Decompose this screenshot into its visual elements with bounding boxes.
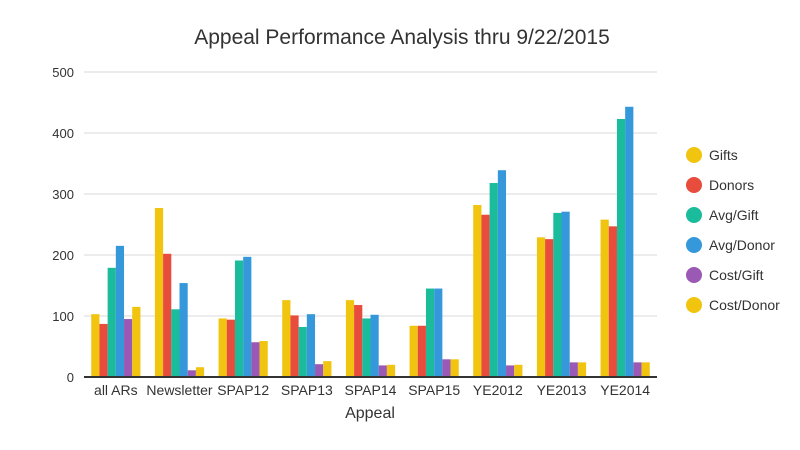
x-tick-label: YE2014 [600, 382, 650, 398]
bar[interactable] [226, 319, 235, 377]
legend-swatch-icon [686, 237, 702, 253]
bar[interactable] [259, 341, 268, 377]
bar[interactable] [323, 361, 332, 377]
legend-label: Cost/Donor [709, 297, 780, 313]
y-tick-label: 400 [52, 126, 74, 141]
x-tick-label: SPAP15 [408, 382, 460, 398]
legend-label: Cost/Gift [709, 267, 764, 283]
bar[interactable] [282, 300, 291, 377]
legend-item[interactable]: Avg/Gift [686, 200, 780, 230]
bar[interactable] [154, 208, 164, 377]
legend-swatch-icon [686, 267, 702, 283]
chart-title-text: Appeal Performance Analysis thru 9/22/20… [194, 26, 610, 49]
bar[interactable] [315, 364, 324, 377]
legend-item[interactable]: Donors [686, 170, 780, 200]
bar[interactable] [506, 365, 515, 377]
bar[interactable] [195, 367, 205, 377]
x-tick-label: SPAP12 [217, 382, 269, 398]
legend-item[interactable]: Avg/Donor [686, 230, 780, 260]
bar[interactable] [378, 365, 387, 377]
bar[interactable] [386, 364, 396, 377]
legend-label: Avg/Gift [709, 207, 759, 223]
legend-item[interactable]: Cost/Gift [686, 260, 780, 290]
y-tick-label: 300 [52, 187, 74, 202]
bar[interactable] [409, 325, 418, 377]
legend-item[interactable]: Gifts [686, 140, 780, 170]
bar[interactable] [306, 314, 316, 377]
y-tick-label: 0 [67, 370, 74, 385]
bar[interactable] [171, 309, 180, 377]
bar[interactable] [417, 325, 426, 377]
bar[interactable] [514, 364, 523, 377]
bar[interactable] [115, 245, 125, 377]
x-tick-label: SPAP14 [345, 382, 397, 398]
bar[interactable] [489, 183, 498, 377]
bar[interactable] [608, 226, 617, 377]
bar[interactable] [218, 318, 227, 377]
y-tick-label: 500 [52, 65, 74, 80]
bar[interactable] [354, 305, 363, 377]
bar[interactable] [600, 219, 609, 377]
legend-swatch-icon [686, 297, 702, 313]
bar[interactable] [473, 204, 482, 377]
legend-label: Donors [709, 177, 755, 193]
bar[interactable] [163, 253, 172, 377]
bar[interactable] [362, 318, 371, 377]
bar[interactable] [434, 288, 443, 377]
legend-swatch-icon [686, 207, 702, 223]
bar[interactable] [569, 362, 578, 377]
bar[interactable] [370, 314, 379, 377]
bar[interactable] [251, 342, 260, 377]
legend-label: Gifts [709, 147, 738, 163]
legend-swatch-icon [686, 147, 702, 163]
bar[interactable] [107, 267, 116, 377]
x-tick-label: Newsletter [146, 382, 212, 398]
bar[interactable] [290, 315, 299, 377]
bar[interactable] [577, 362, 587, 377]
y-tick-label: 100 [52, 309, 74, 324]
legend-label: Avg/Donor [709, 237, 775, 253]
bar[interactable] [616, 118, 626, 377]
bar[interactable] [641, 362, 650, 377]
bar[interactable] [442, 359, 451, 377]
bar[interactable] [625, 106, 634, 378]
bar[interactable] [633, 362, 642, 377]
chart-title: Appeal Performance Analysis thru 9/22/20… [0, 26, 800, 50]
x-tick-label: YE2012 [473, 382, 523, 398]
y-tick-label: 200 [52, 248, 74, 263]
bar[interactable] [481, 214, 490, 377]
bar[interactable] [234, 260, 244, 377]
x-tick-label: SPAP13 [281, 382, 333, 398]
bar[interactable] [450, 359, 459, 377]
x-axis-label: Appeal [345, 405, 395, 422]
bar[interactable] [187, 370, 196, 377]
bar[interactable] [124, 319, 133, 377]
x-tick-label: all ARs [94, 382, 138, 398]
legend-item[interactable]: Cost/Donor [686, 290, 780, 320]
bar[interactable] [298, 326, 307, 377]
bar[interactable] [345, 300, 355, 377]
x-tick-label: YE2013 [537, 382, 587, 398]
bar[interactable] [561, 211, 570, 377]
bar[interactable] [425, 288, 435, 377]
bar[interactable] [497, 170, 507, 377]
bar[interactable] [536, 237, 546, 377]
bar[interactable] [545, 239, 554, 377]
bar[interactable] [91, 314, 100, 377]
legend-swatch-icon [686, 177, 702, 193]
bar[interactable] [179, 283, 188, 377]
bar[interactable] [553, 212, 562, 377]
bar[interactable] [132, 306, 141, 377]
bar[interactable] [243, 256, 252, 377]
bar[interactable] [99, 323, 108, 377]
chart-legend: Gifts Donors Avg/Gift Avg/Donor Cost/Gift Cos… [686, 140, 780, 320]
